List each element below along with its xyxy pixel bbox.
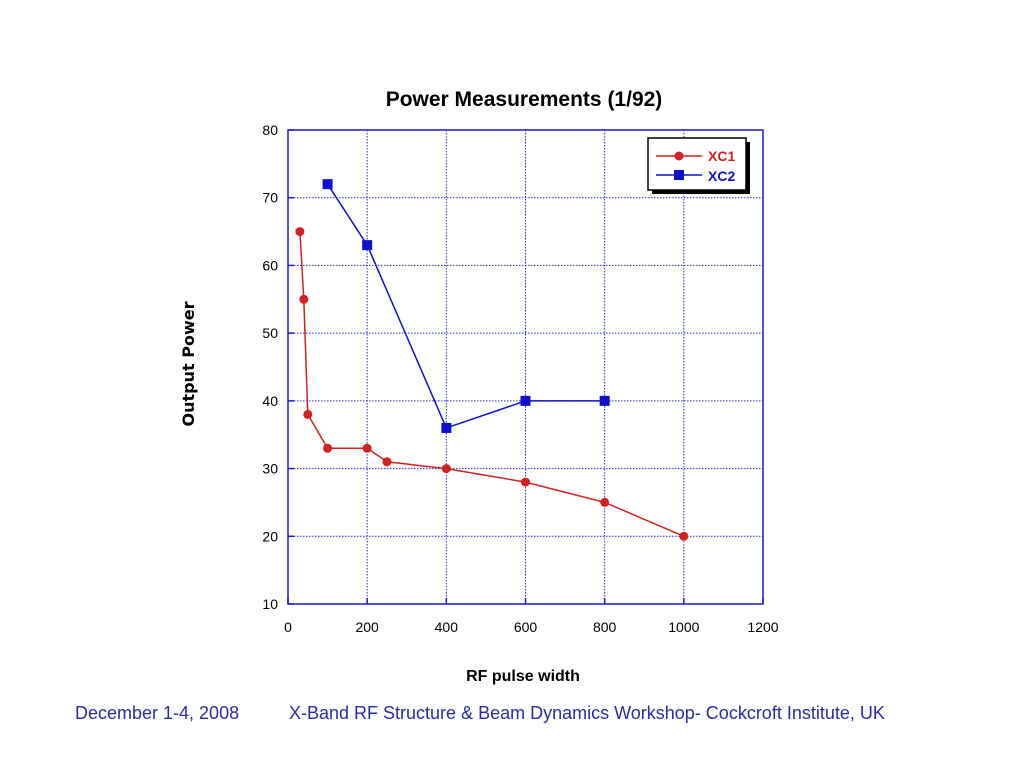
legend-marker-xc1 bbox=[674, 151, 684, 161]
series-line-xc1 bbox=[299, 231, 685, 537]
data-point-xc1 bbox=[441, 464, 451, 474]
footer-event: X-Band RF Structure & Beam Dynamics Work… bbox=[289, 703, 885, 723]
x-tick-label: 1200 bbox=[747, 619, 778, 635]
y-tick-label: 10 bbox=[262, 596, 278, 612]
data-point-xc1 bbox=[382, 457, 392, 467]
y-tick-label: 50 bbox=[262, 325, 278, 341]
legend-box bbox=[647, 137, 747, 191]
legend-label-xc1: XC1 bbox=[708, 148, 735, 164]
data-point-xc2 bbox=[441, 422, 452, 433]
y-tick-label: 70 bbox=[262, 190, 278, 206]
x-tick-label: 200 bbox=[355, 619, 379, 635]
grid bbox=[288, 130, 763, 604]
ticks bbox=[287, 129, 764, 605]
x-axis-label: RF pulse width bbox=[466, 668, 580, 685]
x-tick-label: 600 bbox=[514, 619, 538, 635]
chart-title: Power Measurements (1/92) bbox=[386, 88, 663, 111]
footer-date: December 1-4, 2008 bbox=[75, 703, 240, 723]
data-point-xc2 bbox=[322, 179, 333, 190]
data-point-xc1 bbox=[303, 409, 313, 419]
data-point-xc1 bbox=[521, 477, 530, 487]
y-tick-label: 30 bbox=[262, 461, 278, 477]
data-point-xc1 bbox=[323, 443, 333, 453]
data-point-xc1 bbox=[362, 443, 372, 453]
legend-label-xc2: XC2 bbox=[708, 168, 735, 184]
data-point-xc2 bbox=[362, 240, 373, 251]
legend: XC1 XC2 bbox=[647, 137, 750, 194]
y-tick-label: 60 bbox=[262, 257, 278, 273]
y-tick-label: 20 bbox=[262, 528, 278, 544]
y-tick-label: 40 bbox=[262, 393, 278, 409]
series-layer bbox=[295, 179, 689, 541]
data-point-xc2 bbox=[599, 395, 610, 406]
x-tick-label: 800 bbox=[593, 619, 617, 635]
y-axis-label: Output Power bbox=[179, 301, 198, 426]
data-point-xc2 bbox=[520, 395, 531, 406]
y-tick-label: 80 bbox=[262, 122, 278, 138]
data-point-xc1 bbox=[600, 497, 610, 507]
x-tick-label: 0 bbox=[284, 619, 292, 635]
data-point-xc1 bbox=[299, 294, 309, 304]
data-point-xc1 bbox=[295, 227, 305, 237]
x-tick-label: 400 bbox=[435, 619, 459, 635]
x-tick-labels: 0 200 400 600 800 1000 1200 bbox=[284, 619, 779, 635]
data-point-xc1 bbox=[679, 531, 689, 541]
y-tick-labels: 10 20 30 40 50 60 70 80 bbox=[262, 122, 278, 612]
x-tick-label: 1000 bbox=[668, 619, 699, 635]
series-line-xc2 bbox=[326, 183, 605, 429]
legend-marker-xc2 bbox=[674, 170, 684, 180]
